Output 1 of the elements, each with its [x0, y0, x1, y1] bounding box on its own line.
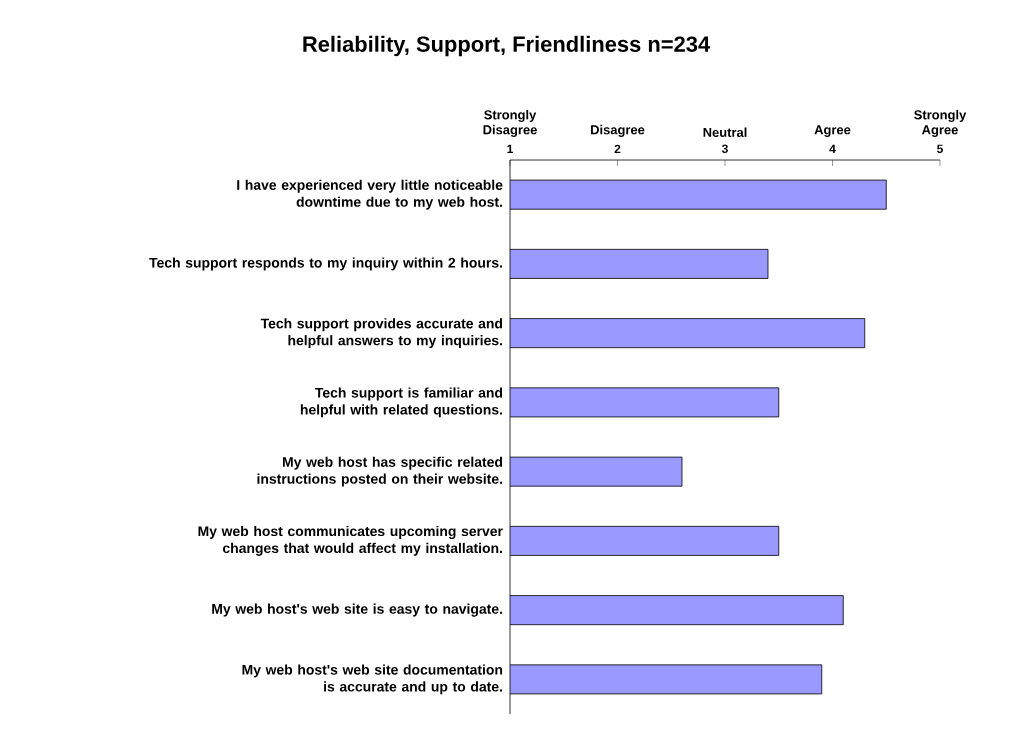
chart-title: Reliability, Support, Friendliness n=234 — [303, 35, 711, 57]
